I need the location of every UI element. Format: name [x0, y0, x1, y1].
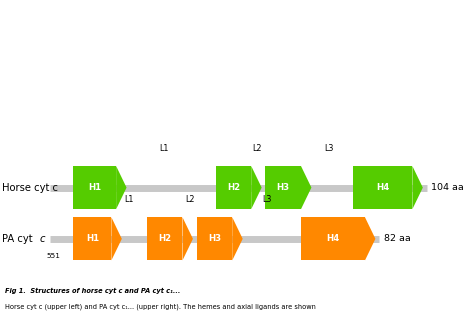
Polygon shape	[116, 166, 127, 209]
Bar	[197, 217, 232, 260]
Bar	[265, 166, 301, 209]
Text: L2: L2	[185, 195, 194, 204]
Text: L3: L3	[324, 143, 333, 152]
Bar	[216, 166, 251, 209]
Text: L3: L3	[262, 195, 272, 204]
Text: Fig 1.  Structures of horse cyt c and PA cyt c₁...: Fig 1. Structures of horse cyt c and PA …	[5, 288, 180, 294]
Polygon shape	[301, 166, 311, 209]
Bar	[73, 217, 111, 260]
Text: H2: H2	[158, 234, 171, 243]
Text: Horse cyt c (upper left) and PA cyt c₁... (upper right). The hemes and axial lig: Horse cyt c (upper left) and PA cyt c₁..…	[5, 303, 316, 310]
Bar	[147, 217, 182, 260]
Text: 104 aa: 104 aa	[431, 183, 464, 192]
Bar	[73, 166, 116, 209]
Text: H3: H3	[208, 234, 221, 243]
Text: c: c	[39, 234, 45, 244]
Polygon shape	[412, 166, 423, 209]
Text: 82 aa: 82 aa	[384, 234, 410, 243]
Text: L1: L1	[124, 195, 134, 204]
Bar	[353, 166, 412, 209]
Text: PA cyt: PA cyt	[2, 234, 36, 244]
Text: H2: H2	[227, 183, 240, 192]
Text: H4: H4	[327, 234, 339, 243]
Polygon shape	[182, 217, 193, 260]
Text: L2: L2	[253, 143, 262, 152]
Polygon shape	[232, 217, 243, 260]
Polygon shape	[365, 217, 375, 260]
Polygon shape	[111, 217, 122, 260]
Bar	[301, 217, 365, 260]
Text: 551: 551	[46, 253, 60, 259]
Text: Horse cyt c: Horse cyt c	[2, 183, 58, 193]
Text: L1: L1	[159, 143, 168, 152]
Text: H1: H1	[86, 234, 99, 243]
Text: H4: H4	[376, 183, 389, 192]
Text: H1: H1	[88, 183, 101, 192]
Polygon shape	[251, 166, 262, 209]
Text: H3: H3	[277, 183, 290, 192]
